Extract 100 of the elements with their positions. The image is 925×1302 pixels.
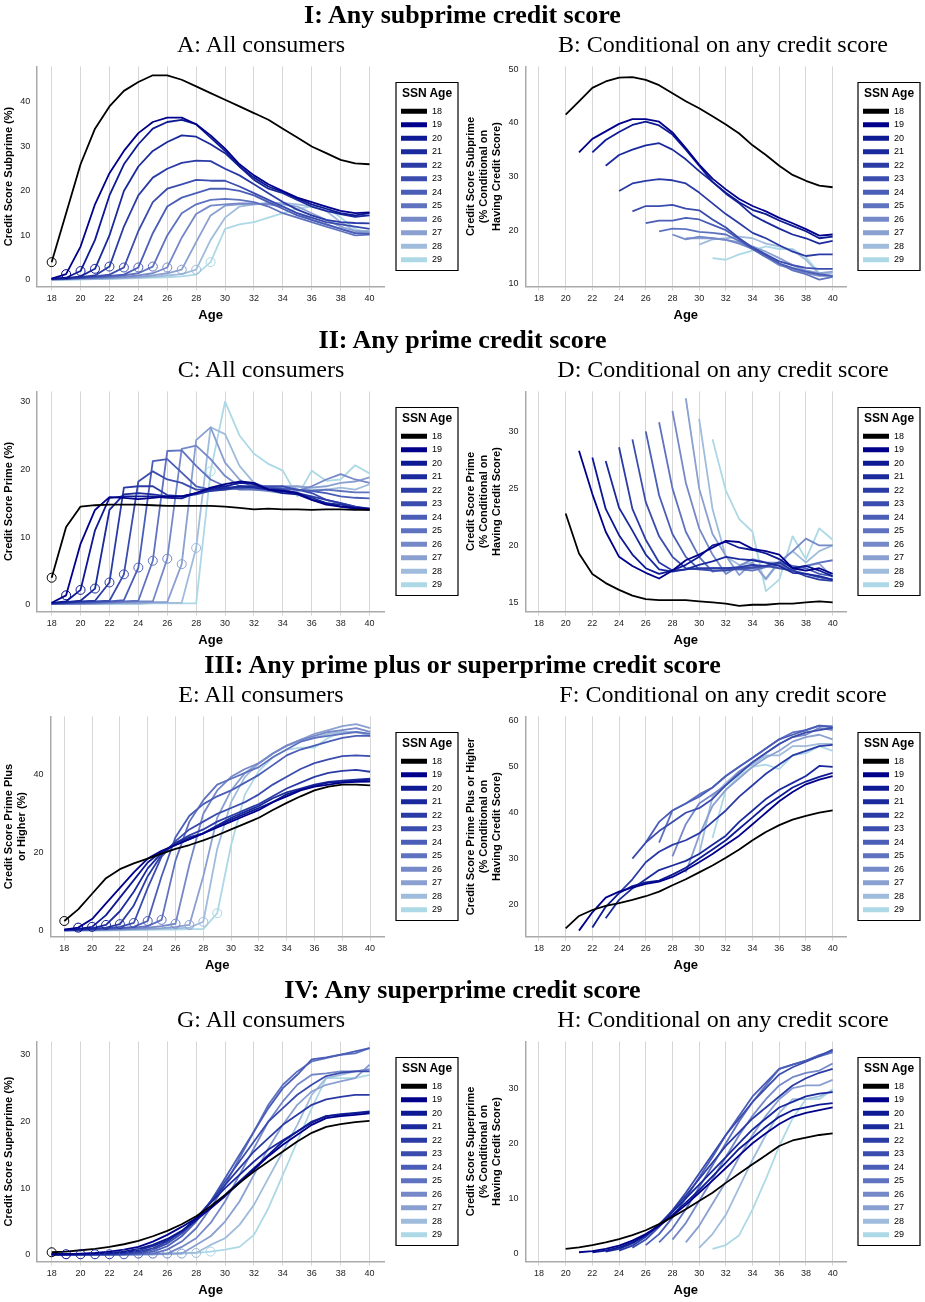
legend-label: 25	[894, 1175, 905, 1186]
y-axis-title: Credit Score Subprime (% Conditional on Having Credit Score)	[463, 116, 503, 237]
y-tick-label: 10	[508, 1192, 519, 1203]
x-tick-label: 40	[827, 293, 838, 304]
y-tick-label: 25	[508, 482, 519, 493]
legend-label: 23	[894, 1148, 905, 1159]
legend-label: 24	[432, 511, 443, 522]
legend-label: 27	[894, 1202, 905, 1213]
x-tick-label: 32	[720, 618, 731, 629]
y-axis-title: Credit Score Superprime (% Conditional on Having Credit Score)	[463, 1086, 503, 1217]
legend-label: 28	[432, 565, 443, 576]
x-tick-label: 26	[162, 1268, 173, 1279]
x-tick-label: 22	[587, 943, 598, 954]
legend-label: 18	[432, 755, 443, 766]
legend-label: 18	[432, 105, 443, 116]
x-tick-label: 28	[198, 943, 209, 954]
x-tick-label: 22	[114, 943, 125, 954]
y-tick-label: 30	[20, 396, 31, 407]
x-tick-label: 24	[133, 618, 144, 629]
x-tick-label: 30	[694, 293, 705, 304]
legend-label: 23	[894, 173, 905, 184]
x-tick-label: 26	[170, 943, 181, 954]
legend-label: 19	[432, 769, 443, 780]
legend-label: 22	[432, 1134, 443, 1145]
y-tick-label: 20	[508, 898, 519, 909]
x-tick-label: 28	[667, 618, 678, 629]
x-tick-label: 28	[667, 293, 678, 304]
x-tick-label: 40	[827, 943, 838, 954]
legend-label: 27	[894, 227, 905, 238]
x-tick-label: 20	[87, 943, 98, 954]
x-tick-label: 18	[533, 1268, 544, 1279]
y-tick-label: 20	[20, 1115, 31, 1126]
x-tick-label: 34	[277, 618, 288, 629]
legend-title: SSN Age	[863, 735, 915, 750]
y-tick-label: 0	[25, 1249, 31, 1260]
legend-label: 18	[432, 1080, 443, 1091]
y-tick-label: 20	[508, 1137, 519, 1148]
x-tick-label: 22	[587, 293, 598, 304]
x-tick-label: 28	[191, 618, 202, 629]
legend-label: 20	[432, 457, 443, 468]
y-tick-label: 30	[508, 853, 519, 864]
y-tick-label: 10	[508, 278, 519, 289]
legend-label: 19	[894, 1094, 905, 1105]
chart-subtitle: H: Conditional on any credit score	[556, 1005, 890, 1033]
x-tick-label: 36	[774, 618, 785, 629]
x-tick-label: 30	[220, 1268, 231, 1279]
legend-label: 22	[432, 159, 443, 170]
x-tick-label: 36	[306, 293, 317, 304]
legend-label: 28	[894, 565, 905, 576]
y-tick-label: 50	[508, 63, 519, 74]
chart-subtitle: F: Conditional on any credit score	[558, 680, 888, 708]
text: IV: Any superprime credit score	[283, 975, 642, 1005]
x-tick-label: 32	[248, 618, 259, 629]
y-axis-title: Credit Score Prime (%)	[1, 441, 14, 562]
x-tick-label: 24	[614, 1268, 625, 1279]
legend-label: 25	[894, 200, 905, 211]
x-tick-label: 20	[560, 1268, 571, 1279]
legend-label: 21	[432, 471, 443, 482]
legend-label: 21	[894, 471, 905, 482]
legend-label: 24	[894, 511, 905, 522]
legend-title: SSN Age	[863, 85, 915, 100]
y-tick-label: 0	[25, 274, 31, 285]
chart-subtitle: D: Conditional on any credit score	[556, 355, 890, 383]
legend-label: 26	[432, 538, 443, 549]
legend-label: 18	[894, 755, 905, 766]
legend-label: 29	[432, 254, 443, 265]
x-tick-label: 22	[104, 293, 115, 304]
x-tick-label: 18	[533, 943, 544, 954]
x-tick-label: 18	[59, 943, 70, 954]
x-tick-label: 30	[226, 943, 237, 954]
x-tick-label: 32	[253, 943, 264, 954]
x-tick-label: 32	[248, 293, 259, 304]
legend-label: 26	[894, 863, 905, 874]
x-tick-label: 34	[747, 618, 758, 629]
x-tick-label: 26	[162, 293, 173, 304]
legend-label: 27	[432, 877, 443, 888]
x-tick-label: 30	[694, 943, 705, 954]
x-tick-label: 20	[75, 1268, 86, 1279]
x-tick-label: 40	[827, 618, 838, 629]
legend-label: 20	[432, 1107, 443, 1118]
y-tick-label: 20	[20, 185, 31, 196]
legend-label: 19	[894, 119, 905, 130]
x-tick-label: 40	[364, 1268, 375, 1279]
legend-label: 27	[432, 227, 443, 238]
x-tick-label: 24	[614, 293, 625, 304]
y-tick-label: 0	[38, 925, 44, 936]
text: III: Any prime plus or superprime credit score	[203, 650, 722, 680]
x-tick-label: 36	[309, 943, 320, 954]
legend-title: SSN Age	[401, 1060, 453, 1075]
legend-label: 19	[432, 1094, 443, 1105]
x-tick-label: 38	[335, 618, 346, 629]
legend-label: 24	[894, 836, 905, 847]
legend-label: 28	[894, 890, 905, 901]
legend-label: 19	[432, 119, 443, 130]
legend-label: 18	[894, 105, 905, 116]
x-tick-label: 34	[747, 293, 758, 304]
y-axis-title: Credit Score Subprime (%)	[1, 106, 14, 247]
legend-label: 21	[432, 146, 443, 157]
y-tick-label: 50	[508, 761, 519, 772]
y-tick-label: 10	[20, 531, 31, 542]
